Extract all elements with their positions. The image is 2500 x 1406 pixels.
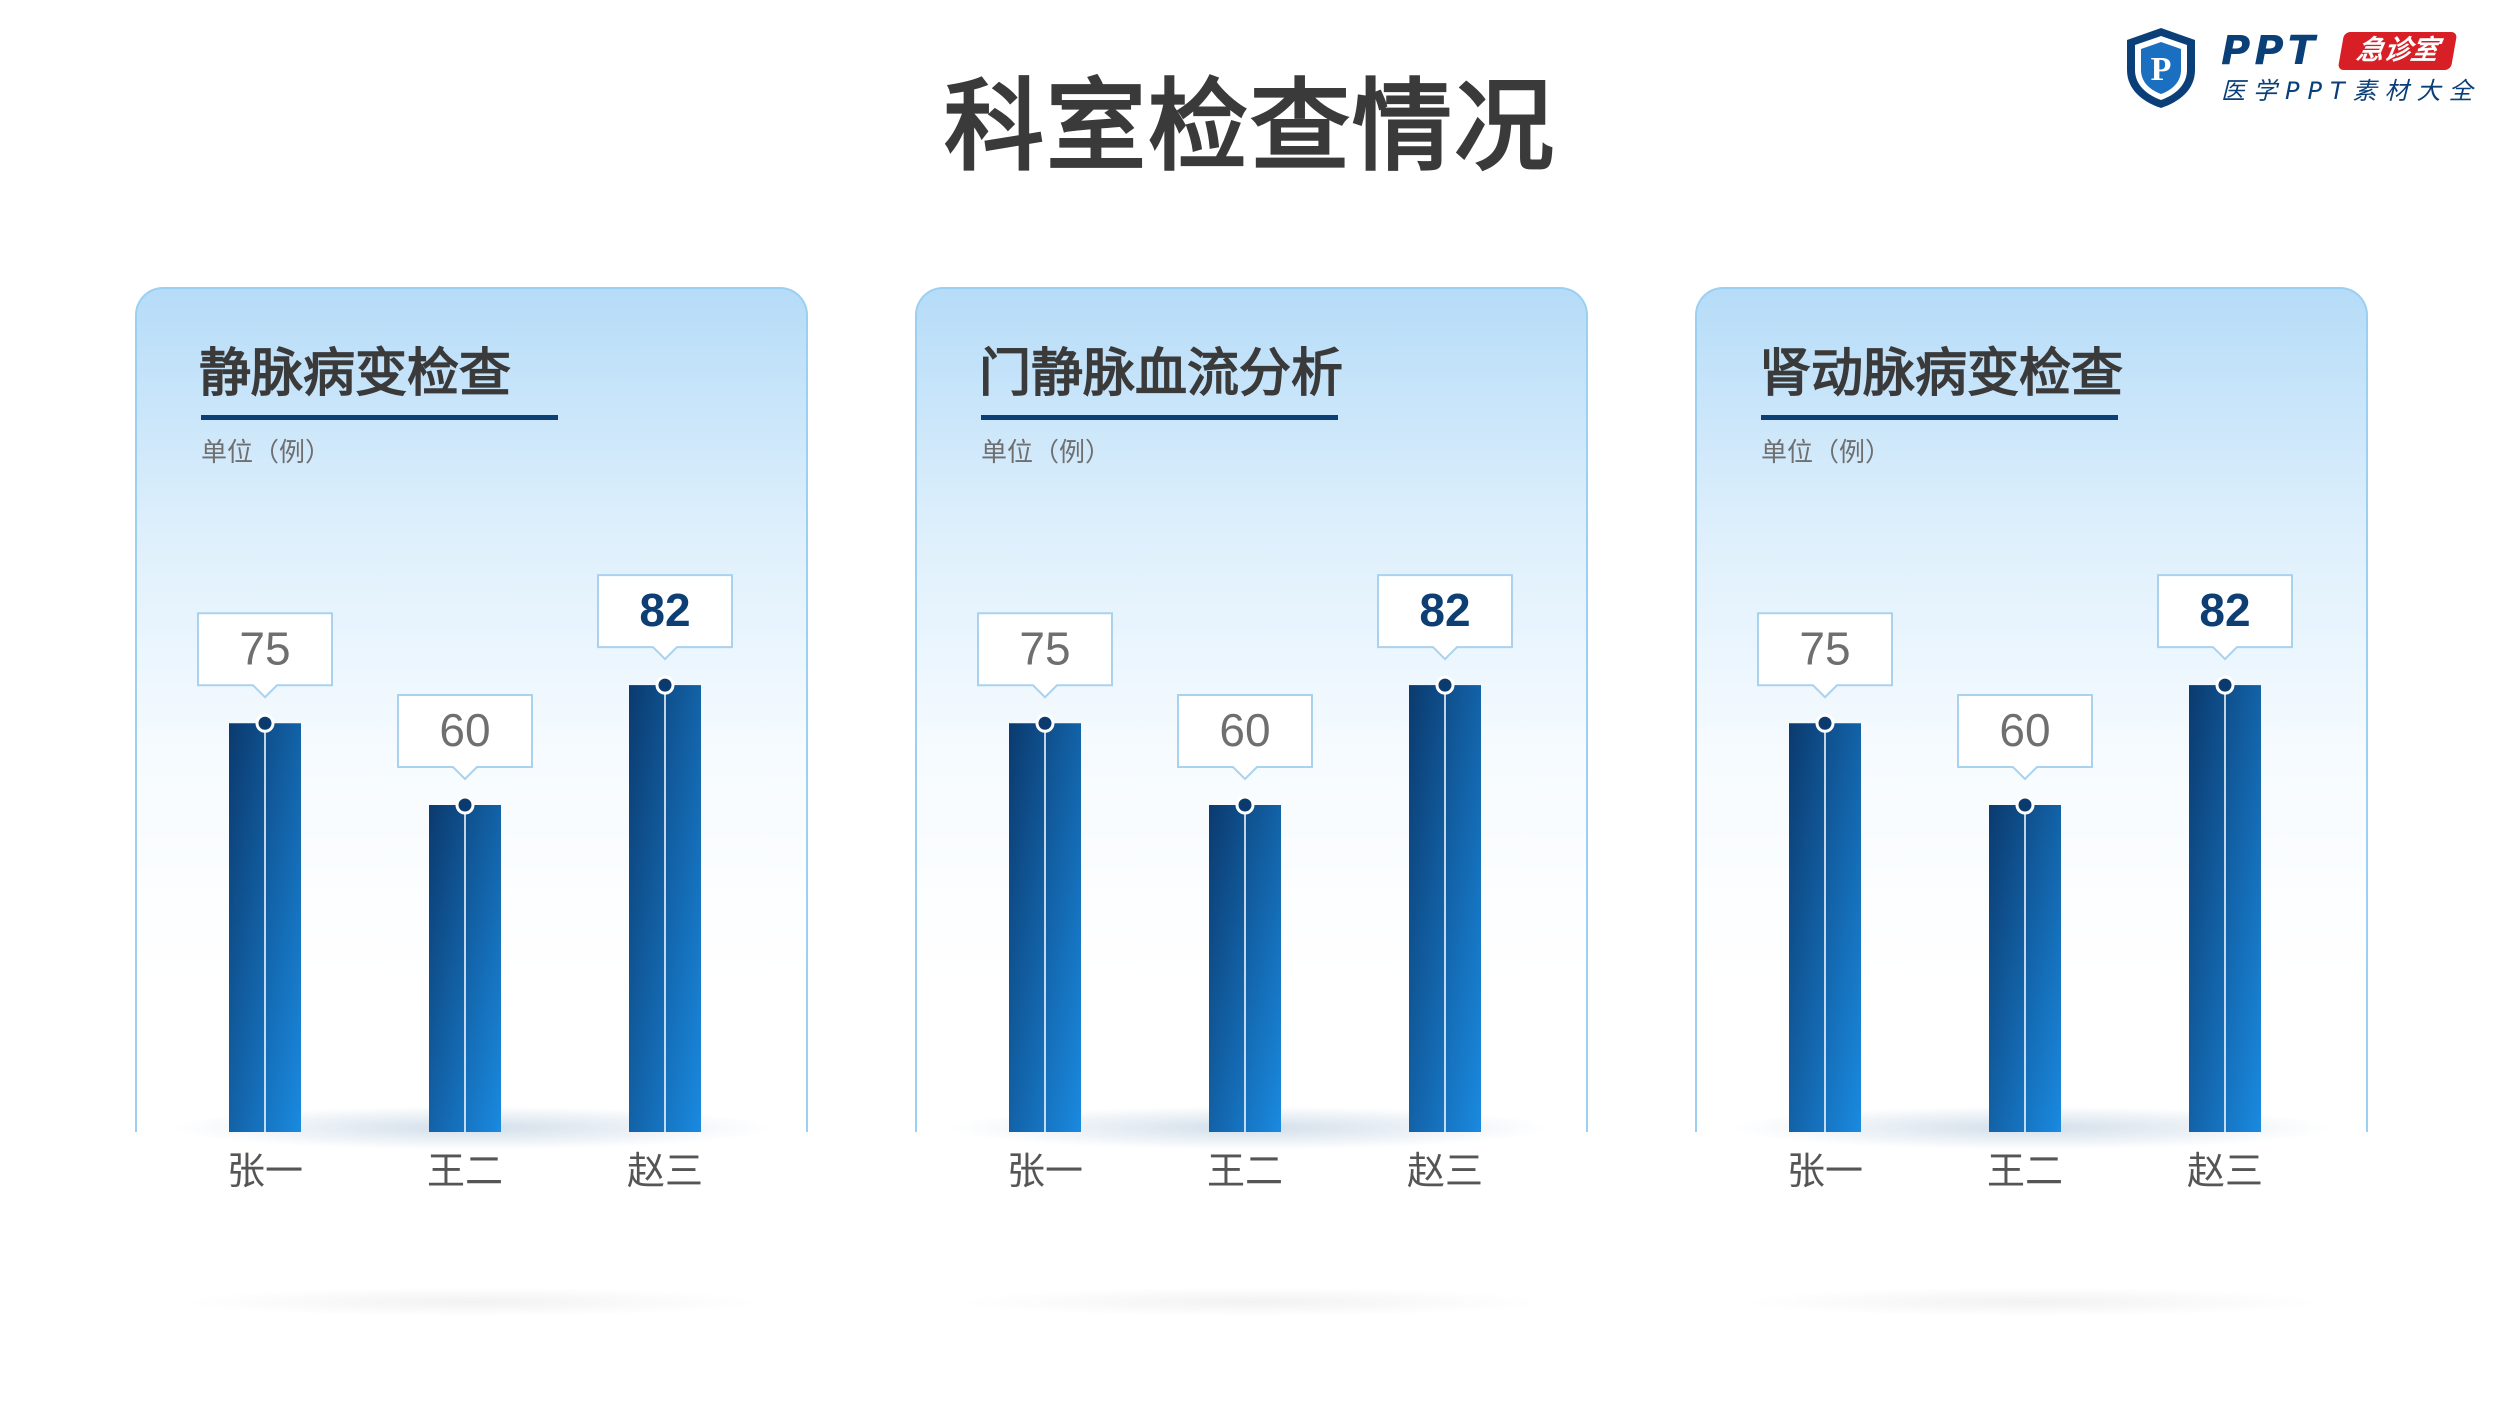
category-label: 张一: [1787, 1149, 1863, 1193]
bar-top-marker: [1435, 675, 1455, 695]
data-label: 75: [239, 622, 290, 674]
value-callout: [2157, 574, 2293, 661]
bar-top-marker: [2015, 795, 2035, 815]
data-label: 82: [2199, 584, 2250, 636]
data-label: 60: [439, 704, 490, 756]
bar-top-marker: [455, 795, 475, 815]
data-label: 60: [1219, 704, 1270, 756]
panel-shadow: [955, 1287, 1548, 1317]
value-callout: [977, 612, 1113, 699]
category-label: 赵三: [2187, 1149, 2263, 1193]
bar-top-marker: [1235, 795, 1255, 815]
value-callout: [1757, 612, 1893, 699]
category-label: 张一: [1007, 1149, 1083, 1193]
category-label: 王二: [427, 1149, 503, 1193]
unit-label: 单位（例）: [981, 438, 1112, 468]
title-underline: [201, 415, 558, 420]
shield-icon: P: [2127, 28, 2195, 108]
bar-top-marker: [2215, 675, 2235, 695]
value-callout: [1957, 694, 2093, 781]
chart-panel-2: 门静脉血流分析 单位（例） 75 张一 60 王二 82 赵三: [915, 287, 1588, 1317]
bar-top-marker: [655, 675, 675, 695]
bar-chart: 75 张一 60 王二 82 赵三: [951, 574, 1551, 1193]
category-label: 张一: [227, 1149, 303, 1193]
value-callout: [1177, 694, 1313, 781]
unit-label: 单位（例）: [201, 438, 332, 468]
bar-top-marker: [1035, 713, 1055, 733]
bar-chart: 75 张一 60 王二 82 赵三: [171, 574, 771, 1193]
chart-panel-3: 肾动脉病变检查 单位（例） 75 张一 60 王二 82 赵三: [1695, 287, 2368, 1317]
logo-subtitle: 医学PPT素材大全: [2221, 77, 2481, 105]
data-label: 60: [1999, 704, 2050, 756]
title-underline: [1761, 415, 2118, 420]
bar-top-marker: [1815, 713, 1835, 733]
logo-brand-text: PPT: [2221, 28, 2319, 74]
brand-logo: P PPT 急诊室 医学PPT素材大全: [2125, 24, 2485, 116]
value-callout: [1377, 574, 1513, 661]
chart-title: 肾动脉病变检查: [1759, 344, 2124, 404]
category-label: 王二: [1207, 1149, 1283, 1193]
title-underline: [981, 415, 1338, 420]
data-label: 82: [639, 584, 690, 636]
panel-shadow: [175, 1287, 768, 1317]
logo-badge: 急诊室: [2337, 32, 2458, 70]
chart-panel-1: 静脉病变检查 单位（例） 75 张一 60 王二 82 赵三: [135, 287, 808, 1317]
data-label: 82: [1419, 584, 1470, 636]
category-label: 赵三: [627, 1149, 703, 1193]
data-label: 75: [1799, 622, 1850, 674]
panel-shadow: [1735, 1287, 2328, 1317]
data-label: 75: [1019, 622, 1070, 674]
bar-chart: 75 张一 60 王二 82 赵三: [1731, 574, 2331, 1193]
unit-label: 单位（例）: [1761, 438, 1892, 468]
bar-top-marker: [255, 713, 275, 733]
value-callout: [197, 612, 333, 699]
category-label: 赵三: [1407, 1149, 1483, 1193]
value-callout: [397, 694, 533, 781]
logo-shield-letter: P: [2151, 51, 2172, 88]
page-title: 科室检查情况: [944, 68, 1556, 185]
chart-title: 静脉病变检查: [199, 344, 512, 404]
category-label: 王二: [1987, 1149, 2063, 1193]
chart-title: 门静脉血流分析: [979, 344, 1344, 404]
value-callout: [597, 574, 733, 661]
